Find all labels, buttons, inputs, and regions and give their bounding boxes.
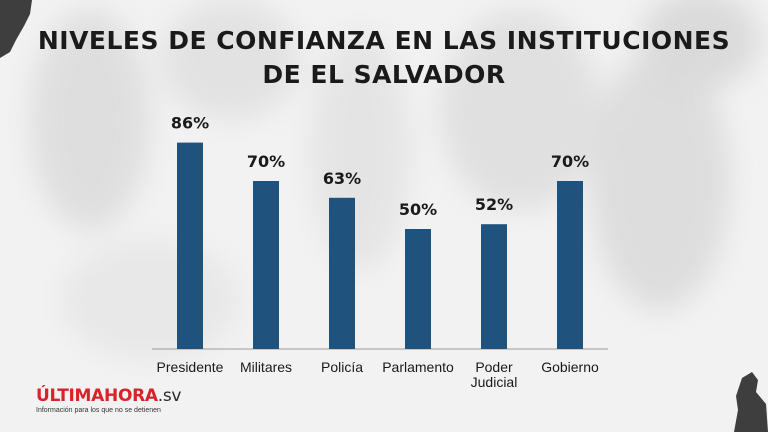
- logo-main-text: ÚLTIMAHORA: [36, 386, 158, 406]
- corner-silhouette-top-left: [0, 0, 32, 58]
- chart-title-line-2: DE EL SALVADOR: [262, 60, 506, 89]
- tick-label-4-1: Judicial: [471, 374, 518, 390]
- tick-label-1: Militares: [240, 359, 292, 375]
- tick-label-5: Gobierno: [541, 359, 599, 375]
- bar-4: [481, 224, 507, 349]
- corner-silhouette-bottom-right: [734, 372, 768, 432]
- data-label-3: 50%: [399, 200, 437, 219]
- tick-label-0: Presidente: [157, 359, 224, 375]
- tick-label-2: Policía: [321, 359, 363, 375]
- bar-1: [253, 181, 279, 349]
- brand-logo: ÚLTIMAHORA.sv Información para los que n…: [36, 386, 256, 426]
- tick-label-3: Parlamento: [382, 359, 454, 375]
- bar-2: [329, 197, 355, 349]
- bar-3: [405, 229, 431, 349]
- data-label-2: 63%: [323, 169, 361, 188]
- logo-tagline: Información para los que no se detienen: [36, 407, 161, 414]
- chart-title: NIVELES DE CONFIANZA EN LAS INSTITUCIONE…: [0, 24, 768, 92]
- data-label-0: 86%: [171, 114, 209, 133]
- logo-wordmark: ÚLTIMAHORA.sv: [36, 386, 256, 406]
- logo-suffix: .sv: [157, 386, 182, 406]
- data-label-1: 70%: [247, 152, 285, 171]
- tick-label-4-0: Poder: [475, 359, 513, 375]
- chart-title-line-1: NIVELES DE CONFIANZA EN LAS INSTITUCIONE…: [37, 26, 731, 55]
- bar-5: [557, 181, 583, 349]
- data-label-4: 52%: [475, 195, 513, 214]
- data-label-5: 70%: [551, 152, 589, 171]
- bar-0: [177, 142, 203, 349]
